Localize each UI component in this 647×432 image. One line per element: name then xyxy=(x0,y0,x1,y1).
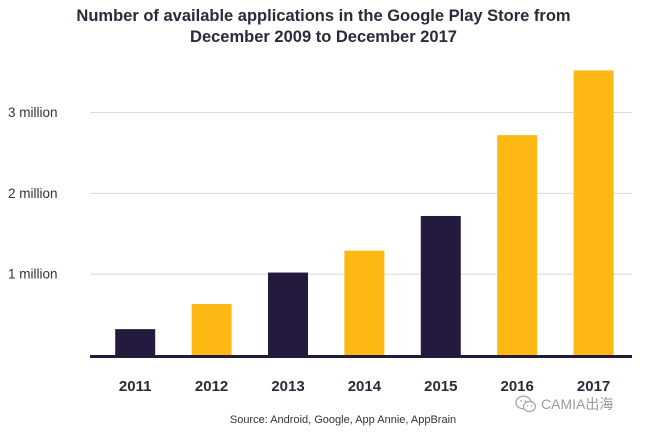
y-tick-label: 2 million xyxy=(8,186,58,201)
bars xyxy=(115,70,614,355)
bar-2015 xyxy=(420,215,461,355)
x-tick-label: 2016 xyxy=(501,378,534,395)
bar-2012 xyxy=(191,304,232,355)
y-tick-label: 3 million xyxy=(8,105,58,120)
x-tick-label: 2017 xyxy=(577,378,610,395)
x-tick-label: 2013 xyxy=(271,378,304,395)
source-note: Source: Android, Google, App Annie, AppB… xyxy=(229,414,457,426)
bar-2017 xyxy=(573,70,614,355)
x-tick-labels: 2011 2012 2013 2014 2015 2016 2017 xyxy=(119,378,610,395)
bar-2013 xyxy=(268,272,308,355)
x-tick-label: 2011 xyxy=(119,378,152,395)
bar-2011 xyxy=(115,329,156,355)
watermark: CAMIA出海 xyxy=(515,394,613,414)
wechat-icon xyxy=(515,395,537,413)
y-tick-label: 1 million xyxy=(8,267,58,282)
chart-title: Number of available applications in the … xyxy=(76,7,571,46)
watermark-text: CAMIA出海 xyxy=(541,396,614,412)
gridlines xyxy=(90,112,632,275)
y-tick-labels: 1 million 2 million 3 million xyxy=(8,105,58,282)
x-tick-label: 2012 xyxy=(195,378,228,395)
x-tick-label: 2015 xyxy=(424,378,457,395)
bar-2016 xyxy=(497,135,538,355)
x-tick-label: 2014 xyxy=(348,378,382,395)
bar-2014 xyxy=(344,250,385,355)
